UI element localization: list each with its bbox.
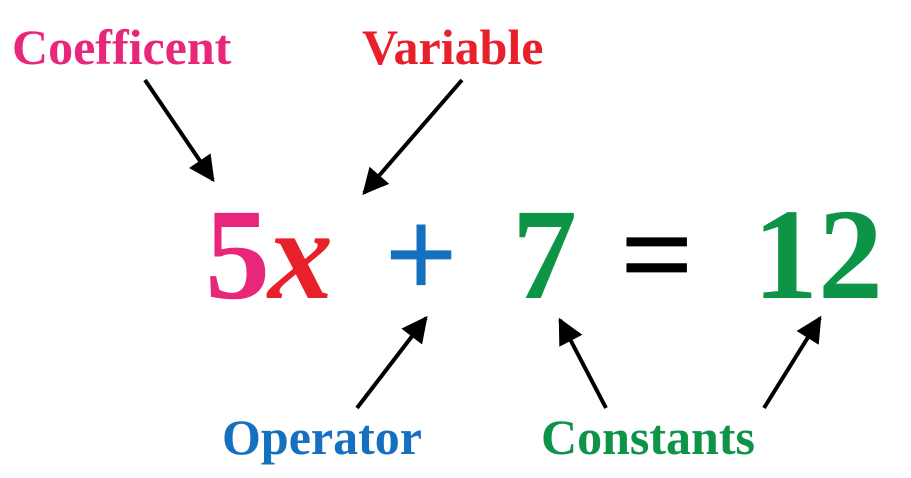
equation-variable: x [268,183,333,327]
equation-constant-left: 7 [512,183,577,327]
arrow-variable [362,78,464,195]
constants-label: Constants [541,409,755,465]
arrow-coefficient [143,78,215,183]
equation-equals: = [620,183,695,327]
equation-constant-right: 12 [753,183,883,327]
equation-operator: + [384,183,459,327]
variable-label: Variable [362,19,544,75]
arrow-constant-right [762,315,822,410]
operator-label: Operator [222,409,422,465]
arrow-constant-left [558,317,608,409]
arrow-operator [355,315,428,410]
equation-coefficient: 5 [205,183,270,327]
coefficient-label: Coefficent [12,19,232,75]
